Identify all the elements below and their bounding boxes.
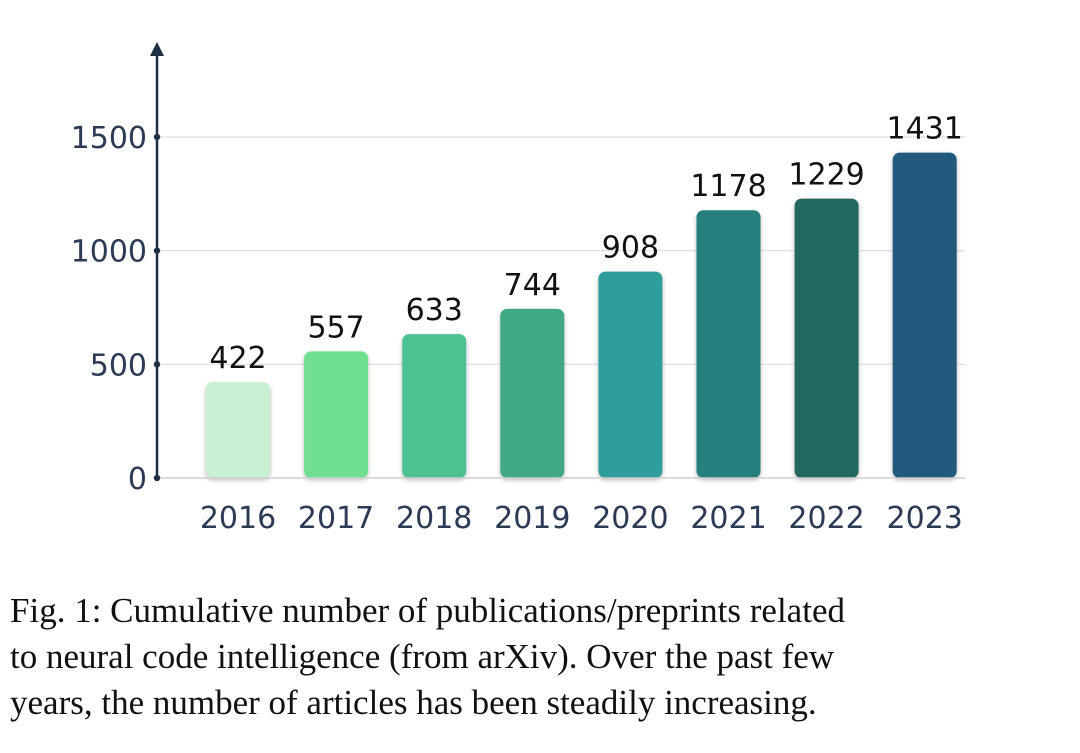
- tick-labels: 0 500 1000 1500 2016 2017 2018 2019 2020 2021 2022…: [71, 121, 963, 536]
- bar-chart: 422 557 633 744 908 1178 1229 1431 0 500 1000 1500…: [71, 42, 965, 536]
- bar-2021: [696, 210, 761, 478]
- x-tick-label-2022: 2022: [788, 501, 864, 536]
- caption-line-2: to neural code intelligence (from arXiv)…: [10, 637, 835, 676]
- x-tick-label-2019: 2019: [494, 501, 570, 536]
- bar-2018: [402, 334, 467, 478]
- y-tick-label-1500: 1500: [71, 121, 147, 156]
- bar-2020: [598, 271, 663, 478]
- data-labels: 422 557 633 744 908 1178 1229 1431: [209, 112, 963, 376]
- x-tick-label-2018: 2018: [396, 501, 472, 536]
- y-tick-mark-500: [153, 361, 161, 368]
- y-tick-label-500: 500: [90, 348, 147, 383]
- caption-line-3: years, the number of articles has been s…: [10, 683, 817, 722]
- x-tick-label-2023: 2023: [887, 501, 963, 536]
- y-tick-label-0: 0: [128, 462, 147, 497]
- data-label-2023: 1431: [887, 112, 963, 147]
- bar-2022: [794, 198, 859, 478]
- x-tick-label-2021: 2021: [690, 501, 766, 536]
- axes: [150, 42, 965, 482]
- caption-line-1: Fig. 1: Cumulative number of publication…: [10, 591, 845, 630]
- data-label-2020: 908: [602, 231, 659, 266]
- y-tick-mark-0: [153, 474, 161, 482]
- data-label-2022: 1229: [788, 158, 864, 193]
- figure-caption: Fig. 1: Cumulative number of publication…: [10, 588, 1040, 726]
- data-label-2017: 557: [307, 310, 364, 345]
- data-label-2019: 744: [504, 268, 561, 303]
- data-label-2021: 1178: [690, 169, 766, 204]
- bars: [206, 152, 957, 478]
- bar-2019: [500, 308, 565, 478]
- bar-2017: [304, 351, 369, 478]
- x-tick-label-2017: 2017: [298, 501, 374, 536]
- bar-2023: [892, 152, 957, 478]
- y-tick-label-1000: 1000: [71, 235, 147, 270]
- data-label-2016: 422: [209, 341, 266, 376]
- x-tick-label-2016: 2016: [200, 501, 276, 536]
- bar-2016: [206, 382, 270, 478]
- x-tick-label-2020: 2020: [592, 501, 668, 536]
- data-label-2018: 633: [406, 293, 463, 328]
- y-tick-mark-1000: [153, 247, 161, 254]
- y-tick-mark-1500: [153, 133, 161, 141]
- y-axis-arrow-icon: [150, 42, 164, 56]
